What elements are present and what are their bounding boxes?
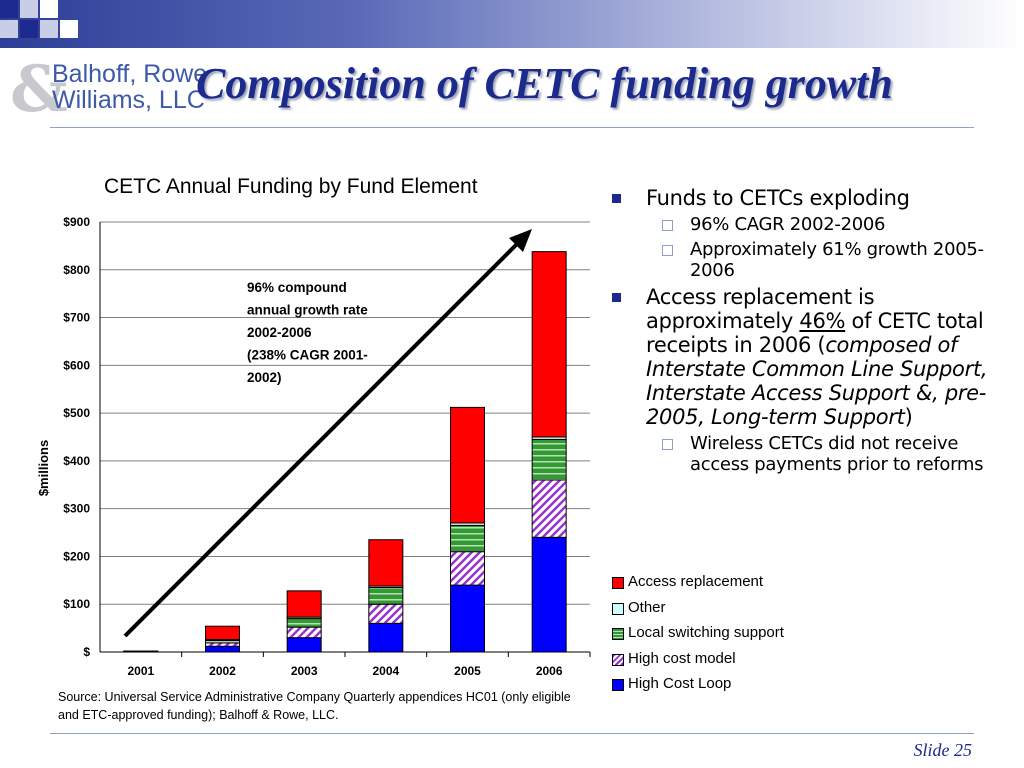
source-note: Source: Universal Service Administrative… [58,690,571,722]
bullet-square-icon [612,293,621,302]
decor-square [20,0,38,18]
bar-segment-high-cost-model [450,551,485,586]
bullet-list: Funds to CETCs exploding 96% CAGR 2002-2… [606,186,1016,479]
slide-title: Composition of CETC funding growth [196,59,893,108]
bar-segment-access-replacement [205,625,240,641]
chart-title: CETC Annual Funding by Fund Element [104,175,478,198]
annotation-line: annual growth rate [247,303,368,318]
bar-segment-high-cost-model [531,479,567,538]
decor-square [40,20,58,38]
growth-annotation: 96% compound annual growth rate 2002-2006 (… [247,280,368,385]
x-tick-label: 2002 [209,664,236,678]
legend-swatch [612,577,624,589]
bar-segment-high-cost-model [368,603,404,624]
bar-segment-access-replacement [368,539,404,587]
legend-label: Access replacement [628,573,764,590]
slide-number: Slide 25 [913,740,973,760]
y-tick-label: $300 [63,502,90,516]
x-tick-label: 2001 [127,664,154,678]
bar-segment-high-cost-loop [450,584,485,653]
bar-segment-local-switching-support [450,524,485,553]
x-tick-label: 2003 [291,664,318,678]
bullet-funds: Funds to CETCs exploding [606,186,1016,210]
legend-item: High cost model [612,649,784,677]
annotation-line: 2002) [247,370,282,385]
legend-item: Access replacement [612,574,784,600]
y-tick-label: $800 [63,263,90,277]
sub-bullet-growth: Approximately 61% growth 2005-2006 [606,239,1016,281]
annotation-line: 96% compound [247,280,347,295]
legend-label: High cost model [628,649,736,667]
sub-bullet-cagr: 96% CAGR 2002-2006 [606,214,1016,235]
legend-item: Local switching support [612,625,784,651]
legend-label: Local switching support [628,624,784,641]
legend-swatch [612,653,624,666]
bar-segment-high-cost-loop [531,536,567,653]
logo-line-2: Williams, LLC [52,86,205,114]
bar-segment-local-switching-support [286,618,322,628]
decor-square [0,20,18,38]
y-tick-label: $900 [63,215,90,229]
bar-segment-high-cost-loop [368,622,404,653]
decor-square [20,20,38,38]
bar-segment-access-replacement [450,406,485,524]
bar-segment-local-switching-support [368,587,404,605]
bar-segment-high-cost-loop [205,645,240,653]
legend-item: Other [612,598,784,626]
y-axis-label: $millions [36,440,51,496]
x-tick-label: 2004 [372,664,399,678]
chart-legend: Access replacement Other Local switching s… [612,574,784,702]
legend-swatch [612,628,624,640]
legend-item: High Cost Loop [612,676,784,702]
logo-ampersand: & [10,52,68,127]
decor-square [0,0,18,18]
legend-label: High Cost Loop [628,675,732,692]
y-tick-label: $700 [63,311,90,325]
legend-label: Other [628,598,666,616]
header-gradient-bar [0,0,1024,48]
logo-line-1: Balhoff, Rowe [52,60,208,88]
sub-bullet-wireless: Wireless CETCs did not receive access pa… [606,433,1016,475]
y-tick-label: $100 [63,597,90,611]
bar-segment-high-cost-loop [286,637,322,653]
arrow-head-icon [509,229,532,252]
legend-swatch [612,602,624,615]
y-tick-label: $600 [63,358,90,372]
x-tick-label: 2005 [454,664,481,678]
bullet-hollow-square-icon [662,220,673,231]
y-tick-label: $ [83,645,90,659]
bar-segment-local-switching-support [123,650,159,653]
bar-segment-access-replacement [286,590,322,618]
title-divider [50,127,974,128]
bar-segment-high-cost-model [286,626,322,639]
y-tick-label: $500 [63,406,90,420]
bar-segment-high-cost-model [205,642,240,647]
footer-divider [50,733,974,734]
y-tick-label: $400 [63,454,90,468]
bullet-access-replacement: Access replacement is approximately 46% … [606,285,1016,429]
decor-square [40,0,58,18]
bar-segment-access-replacement [531,251,567,438]
company-logo: & Balhoff, Rowe Williams, LLC [10,52,210,127]
bullet-square-icon [612,194,621,203]
growth-arrow [123,236,525,638]
decor-square [60,20,78,38]
annotation-line: (238% CAGR 2001- [247,348,368,363]
bar-segment-local-switching-support [531,438,567,481]
legend-swatch [612,679,624,691]
annotation-line: 2002-2006 [247,325,312,340]
access-share-value: 46% [799,309,846,333]
bullet-hollow-square-icon [662,439,673,450]
bar-chart: $ $100 $200 $300 $400 $500 $600 $700 $800 $900 200… [36,215,591,678]
x-tick-label: 2006 [536,664,563,678]
y-tick-label: $200 [63,549,90,563]
bullet-hollow-square-icon [662,245,673,256]
